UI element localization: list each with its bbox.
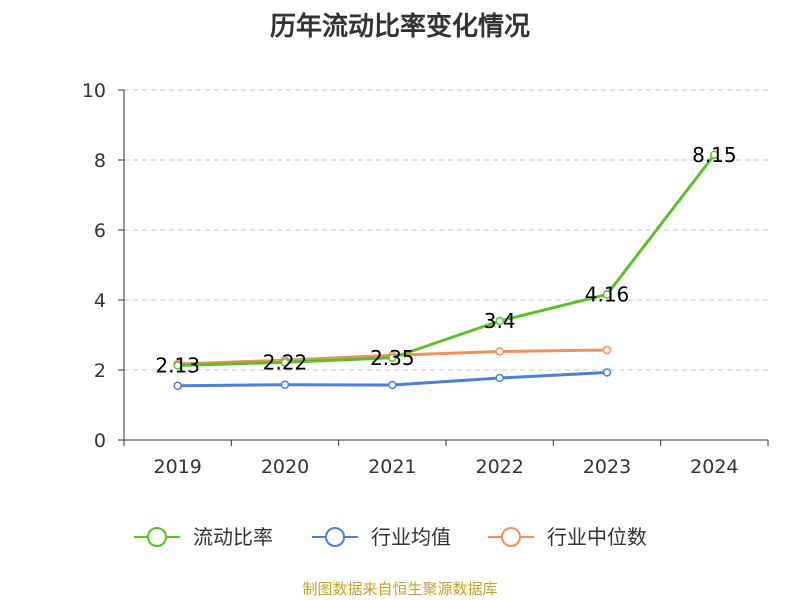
- series-line: [177, 153, 716, 367]
- y-tick-label: 8: [94, 150, 106, 172]
- legend-marker: [501, 527, 521, 547]
- data-point: [388, 380, 397, 390]
- data-point: [602, 368, 612, 377]
- data-point: [602, 345, 612, 355]
- y-tick-label: 4: [94, 290, 106, 312]
- data-label: 2.35: [370, 346, 415, 370]
- x-tick-label: 2021: [368, 456, 416, 478]
- x-tick-label: 2023: [583, 456, 631, 478]
- legend-label: 行业均值: [371, 525, 451, 549]
- data-point: [495, 316, 504, 326]
- y-tick-label: 6: [94, 220, 106, 242]
- data-point: [173, 381, 182, 390]
- data-point: [280, 358, 290, 367]
- chart-title: 历年流动比率变化情况: [269, 12, 530, 42]
- data-point: [495, 373, 504, 383]
- data-point: [710, 150, 719, 159]
- y-tick-label: 0: [94, 430, 106, 452]
- data-point: [173, 361, 182, 370]
- legend-marker: [147, 527, 167, 547]
- x-tick-label: 2020: [261, 456, 309, 478]
- data-point: [495, 347, 504, 356]
- data-point: [602, 290, 612, 299]
- legend-marker: [325, 527, 345, 547]
- data-point: [280, 380, 290, 389]
- data-label: 2.22: [263, 350, 308, 374]
- data-label: 2.13: [155, 353, 200, 377]
- source-note: 制图数据来自恒生聚源数据库: [302, 580, 498, 598]
- data-point: [388, 353, 397, 362]
- x-tick-label: 2022: [475, 456, 523, 478]
- y-tick-label: 2: [94, 360, 106, 382]
- x-tick-label: 2019: [153, 456, 201, 478]
- y-tick-label: 10: [82, 80, 106, 102]
- data-label: 4.16: [585, 282, 630, 306]
- x-tick-label: 2024: [690, 456, 738, 478]
- legend-label: 流动比率: [193, 525, 273, 549]
- data-label: 3.4: [484, 309, 516, 333]
- data-label: 8.15: [692, 143, 737, 167]
- legend-label: 行业中位数: [547, 525, 647, 549]
